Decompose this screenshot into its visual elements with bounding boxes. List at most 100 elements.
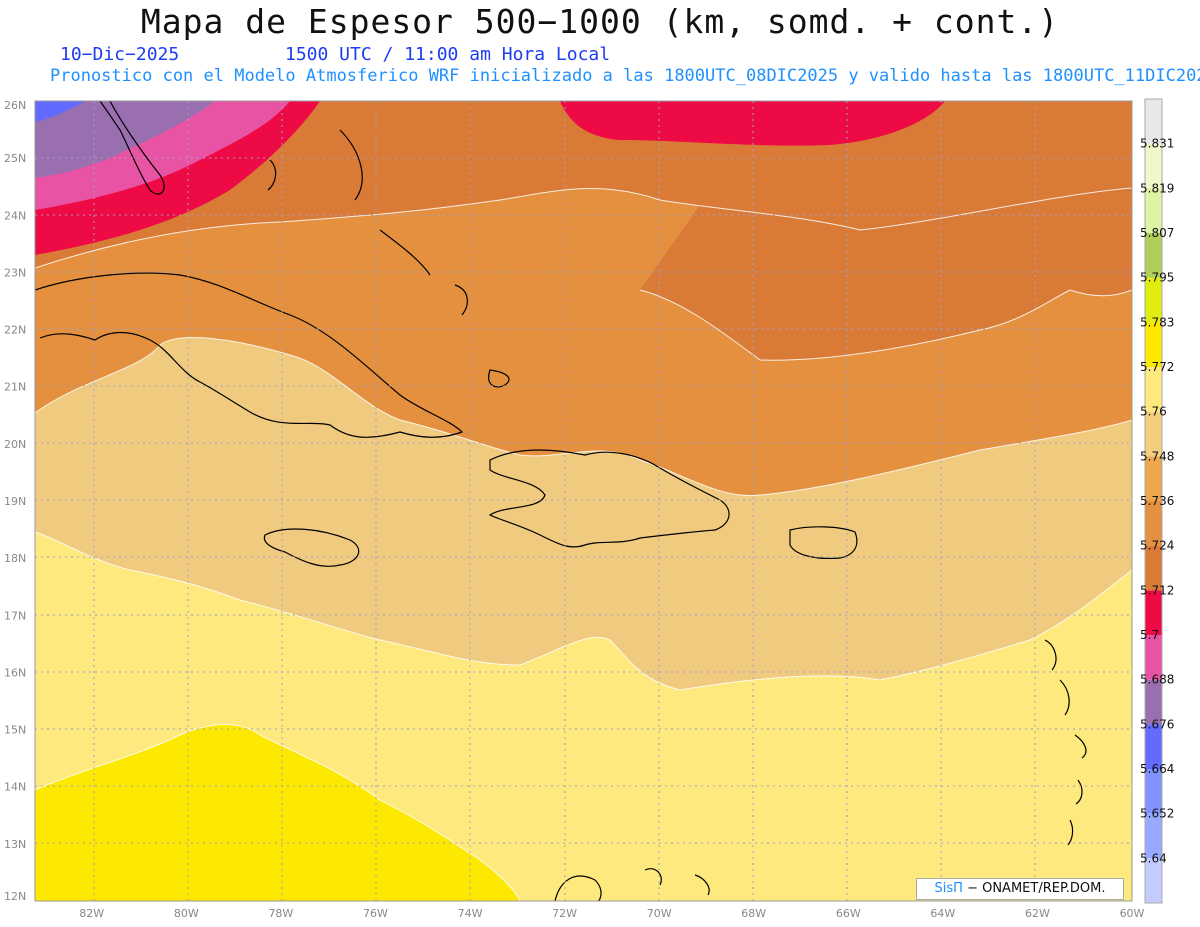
lat-label: 16N bbox=[4, 666, 26, 679]
lat-label: 21N bbox=[4, 381, 26, 394]
lat-label: 17N bbox=[4, 609, 26, 622]
colorbar-swatch bbox=[1145, 411, 1162, 457]
model-info: Pronostico con el Modelo Atmosferico WRF… bbox=[50, 66, 1200, 86]
fill-red-north bbox=[560, 101, 945, 146]
credit-text: − ONAMET/REP.DOM. bbox=[962, 881, 1106, 896]
lat-label: 12N bbox=[4, 890, 26, 903]
coast-lesser-antilles-2 bbox=[1059, 679, 1070, 716]
fill-orange-dark-lobe bbox=[640, 188, 1132, 361]
colorbar-label: 5.712 bbox=[1140, 583, 1174, 597]
colorbar-swatch bbox=[1145, 277, 1162, 323]
longitude-labels: 82W 80W 78W 76W 74W 72W 70W 68W 66W 64W 62W 60W bbox=[79, 907, 1144, 920]
colorbar-swatch bbox=[1145, 813, 1162, 859]
latitude-labels: 12N 13N 14N 15N 16N 17N 18N 19N 20N 21N 22N 23N 24N 2… bbox=[4, 99, 26, 903]
lon-label: 82W bbox=[79, 907, 104, 920]
contour-lines bbox=[35, 187, 1132, 901]
lon-label: 74W bbox=[458, 907, 483, 920]
colorbar-label: 5.807 bbox=[1140, 226, 1174, 240]
lat-label: 26N bbox=[4, 99, 26, 112]
coast-florida bbox=[99, 101, 165, 195]
colorbar-label: 5.688 bbox=[1140, 673, 1174, 687]
lat-label: 14N bbox=[4, 781, 26, 794]
lat-label: 23N bbox=[4, 266, 26, 279]
coast-jamaica bbox=[263, 528, 360, 567]
lat-label: 19N bbox=[4, 495, 26, 508]
coast-curacao bbox=[694, 874, 710, 896]
coast-bahamas-3 bbox=[379, 229, 431, 276]
fill-yellow bbox=[35, 724, 520, 901]
coast-bahamas-5 bbox=[488, 369, 510, 388]
lat-label: 25N bbox=[4, 152, 26, 165]
coast-puerto-rico bbox=[789, 526, 858, 560]
map-fill-layers bbox=[35, 101, 1132, 901]
lon-label: 68W bbox=[741, 907, 766, 920]
valid-time: 1500 UTC / 11:00 am Hora Local bbox=[285, 44, 611, 65]
colorbar-swatch bbox=[1145, 501, 1162, 546]
colorbar-swatch bbox=[1145, 679, 1162, 725]
colorbar-label: 5.772 bbox=[1140, 360, 1174, 374]
colorbar-swatch bbox=[1145, 188, 1162, 233]
colorbar-label: 5.736 bbox=[1140, 494, 1174, 508]
colorbar-frame bbox=[1144, 98, 1163, 904]
colorbar-swatch bbox=[1145, 143, 1162, 189]
lon-label: 76W bbox=[363, 907, 388, 920]
credit-box: SisΠ − ONAMET/REP.DOM. bbox=[916, 878, 1124, 900]
colorbar: 5.64 5.652 5.664 5.676 5.688 5.7 5.712 5.724 5.7… bbox=[1140, 98, 1174, 904]
lat-label: 18N bbox=[4, 552, 26, 565]
coast-lesser-antilles-5 bbox=[1067, 819, 1074, 846]
colorbar-swatch bbox=[1145, 724, 1162, 769]
colorbar-swatch bbox=[1145, 99, 1162, 144]
colorbar-label: 5.76 bbox=[1140, 405, 1167, 419]
coastlines bbox=[35, 101, 1087, 901]
lon-label: 80W bbox=[174, 907, 199, 920]
coast-hispaniola bbox=[488, 449, 730, 548]
colorbar-swatch bbox=[1145, 635, 1162, 680]
colorbar-swatch bbox=[1145, 545, 1162, 591]
lat-label: 22N bbox=[4, 324, 26, 337]
colorbar-label: 5.783 bbox=[1140, 315, 1174, 329]
lat-label: 20N bbox=[4, 438, 26, 451]
credit-brand: SisΠ bbox=[934, 881, 963, 896]
coast-cuba bbox=[35, 272, 464, 438]
lon-label: 60W bbox=[1120, 907, 1145, 920]
colorbar-label: 5.652 bbox=[1140, 807, 1174, 821]
colorbar-label: 5.819 bbox=[1140, 181, 1174, 195]
lon-label: 64W bbox=[930, 907, 955, 920]
colorbar-swatch bbox=[1145, 590, 1162, 635]
colorbar-swatch bbox=[1145, 367, 1162, 412]
coast-bahamas-1 bbox=[267, 159, 277, 191]
colorbar-swatch bbox=[1145, 233, 1162, 278]
lon-label: 72W bbox=[552, 907, 577, 920]
coast-lesser-antilles-4 bbox=[1075, 779, 1083, 805]
colorbar-swatch bbox=[1145, 322, 1162, 367]
lat-label: 24N bbox=[4, 209, 26, 222]
colorbar-label: 5.748 bbox=[1140, 449, 1174, 463]
coast-bahamas-2 bbox=[339, 129, 363, 201]
colorbar-label: 5.676 bbox=[1140, 717, 1174, 731]
colorbar-label: 5.7 bbox=[1140, 628, 1159, 642]
fill-blue bbox=[35, 101, 85, 122]
colorbar-label: 5.795 bbox=[1140, 271, 1174, 285]
lon-label: 78W bbox=[268, 907, 293, 920]
map-title: Mapa de Espesor 500−1000 (km, somd. + co… bbox=[140, 2, 1060, 41]
colorbar-swatch bbox=[1145, 456, 1162, 501]
colorbar-swatch bbox=[1145, 769, 1162, 814]
colorbar-label: 5.64 bbox=[1140, 851, 1167, 865]
graticule bbox=[35, 101, 1132, 901]
lat-label: 13N bbox=[4, 838, 26, 851]
lon-label: 70W bbox=[647, 907, 672, 920]
coast-bahamas-4 bbox=[454, 284, 468, 316]
lat-label: 15N bbox=[4, 724, 26, 737]
lon-label: 66W bbox=[836, 907, 861, 920]
coast-lesser-antilles-1 bbox=[1044, 639, 1057, 671]
colorbar-label: 5.664 bbox=[1140, 762, 1174, 776]
lon-label: 62W bbox=[1025, 907, 1050, 920]
coast-lesser-antilles-3 bbox=[1074, 734, 1087, 759]
colorbar-label: 5.724 bbox=[1140, 539, 1174, 553]
valid-date: 10−Dic−2025 bbox=[60, 44, 180, 65]
coast-aruba bbox=[644, 868, 662, 886]
colorbar-label: 5.831 bbox=[1140, 137, 1174, 151]
colorbar-swatch bbox=[1145, 858, 1162, 903]
coast-south-america bbox=[554, 875, 602, 901]
